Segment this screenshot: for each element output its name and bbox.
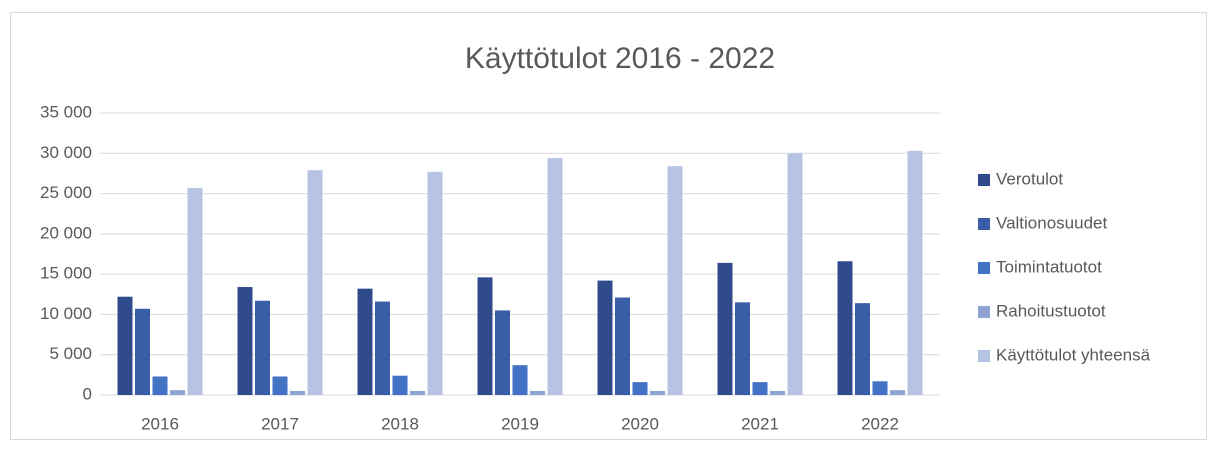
y-tick-label: 5 000	[49, 344, 92, 363]
bar	[427, 171, 443, 395]
legend-swatch	[978, 174, 990, 186]
bar	[117, 296, 133, 395]
bar	[375, 301, 390, 395]
bar	[357, 288, 373, 395]
x-tick-label: 2016	[141, 414, 179, 433]
bar	[890, 390, 905, 395]
legend-label: Toimintatuotot	[996, 257, 1102, 276]
y-tick-label: 15 000	[40, 264, 92, 283]
y-tick-label: 10 000	[40, 304, 92, 323]
bar	[187, 187, 203, 395]
bar	[392, 375, 408, 395]
bar	[735, 302, 750, 395]
y-tick-label: 35 000	[40, 102, 92, 121]
bar	[477, 277, 493, 395]
bar	[135, 308, 150, 395]
legend-label: Valtionosuudet	[996, 213, 1107, 232]
x-tick-label: 2021	[741, 414, 779, 433]
y-tick-label: 25 000	[40, 183, 92, 202]
x-tick-label: 2019	[501, 414, 539, 433]
bar	[547, 158, 563, 395]
x-tick-label: 2018	[381, 414, 419, 433]
bar	[170, 390, 185, 395]
legend-swatch	[978, 218, 990, 230]
bar	[410, 390, 425, 395]
legend-label: Käyttötulot yhteensä	[996, 345, 1151, 364]
bar	[907, 150, 923, 395]
bar	[495, 310, 510, 395]
bar	[255, 300, 270, 395]
bar	[307, 170, 323, 395]
bar	[152, 376, 168, 395]
bar	[787, 153, 803, 395]
bar	[872, 381, 888, 395]
bar	[290, 390, 305, 395]
bar	[512, 365, 528, 395]
bar	[667, 166, 683, 395]
legend-swatch	[978, 262, 990, 274]
y-tick-label: 0	[83, 384, 92, 403]
bar	[272, 376, 288, 395]
bar	[530, 390, 545, 395]
legend-label: Rahoitustuotot	[996, 301, 1106, 320]
legend-label: Verotulot	[996, 169, 1063, 188]
x-tick-label: 2017	[261, 414, 299, 433]
bar	[837, 261, 853, 395]
bar	[237, 287, 253, 395]
bar	[855, 303, 870, 395]
bar	[717, 262, 733, 395]
x-tick-label: 2020	[621, 414, 659, 433]
y-tick-label: 20 000	[40, 223, 92, 242]
bar	[632, 382, 648, 395]
bar	[597, 280, 613, 395]
bar	[650, 390, 665, 395]
legend-swatch	[978, 350, 990, 362]
legend-swatch	[978, 306, 990, 318]
bar	[770, 390, 785, 395]
x-tick-label: 2022	[861, 414, 899, 433]
bar	[752, 382, 768, 395]
chart-title: Käyttötulot 2016 - 2022	[465, 42, 775, 75]
y-tick-label: 30 000	[40, 143, 92, 162]
bar	[615, 297, 630, 395]
